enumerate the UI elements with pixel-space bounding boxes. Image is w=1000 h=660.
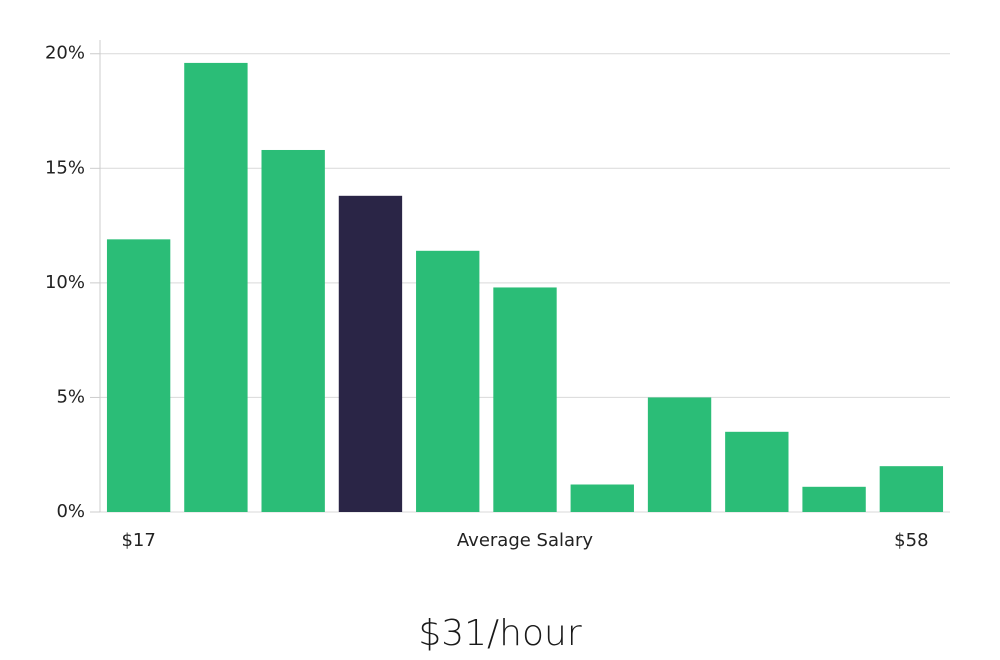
bar: [879, 466, 944, 512]
bar: [802, 486, 866, 512]
bar: [416, 250, 480, 512]
x-tick-label: $17: [121, 530, 155, 551]
x-tick-label: $58: [894, 530, 928, 551]
y-tick-label: 0%: [56, 501, 85, 522]
bar: [725, 431, 789, 512]
y-tick-label: 5%: [56, 386, 85, 407]
bar: [647, 397, 712, 512]
bar: [106, 239, 171, 512]
y-tick-label: 20%: [45, 43, 85, 64]
bar: [570, 484, 634, 512]
x-axis-label: Average Salary: [457, 530, 594, 551]
bar: [184, 62, 248, 512]
bar: [493, 287, 557, 512]
subtitle: $31/hour: [418, 613, 582, 654]
y-tick-label: 15%: [45, 157, 85, 178]
bar: [261, 149, 325, 512]
y-tick-label: 10%: [45, 272, 85, 293]
bar: [338, 195, 403, 512]
